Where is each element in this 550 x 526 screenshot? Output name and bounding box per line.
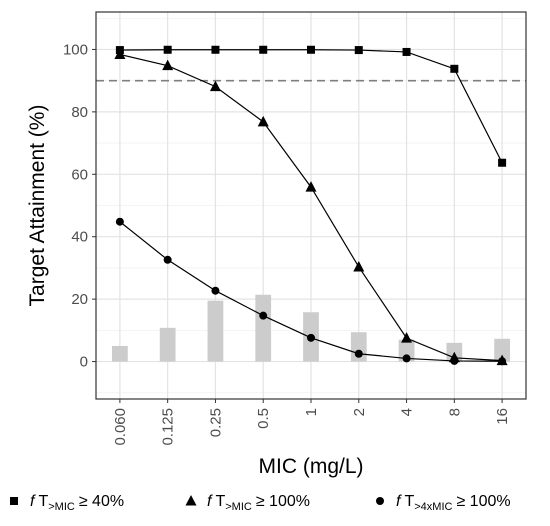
legend-subscript: >MIC xyxy=(48,501,75,513)
square-marker xyxy=(163,45,172,54)
x-tick-label: 0.060 xyxy=(112,408,129,446)
legend-f: f xyxy=(207,493,213,510)
triangle-marker xyxy=(257,115,269,127)
circle-marker xyxy=(211,286,220,295)
y-tick-label: 40 xyxy=(71,229,88,246)
y-tick-label: 60 xyxy=(71,166,88,183)
circle-marker xyxy=(163,255,172,264)
legend-f: f xyxy=(396,493,402,510)
triangle-marker xyxy=(209,80,221,92)
legend-f: f xyxy=(30,493,36,510)
x-tick-label: 1 xyxy=(303,408,320,416)
legend-label: f T>MIC ≥ 40% xyxy=(30,493,124,513)
circle-marker xyxy=(402,354,411,363)
x-tick-label: 0.125 xyxy=(160,408,177,446)
square-marker xyxy=(259,45,268,54)
triangle-marker xyxy=(162,59,174,71)
distribution-bar xyxy=(398,339,415,362)
y-tick-label: 80 xyxy=(71,104,88,121)
x-axis-title: MIC (mg/L) xyxy=(259,455,364,478)
legend-subscript: >4xMIC xyxy=(414,501,452,513)
legend: f T>MIC ≥ 40% f T>MIC ≥ 100% f T>4xMIC ≥ 100% xyxy=(10,493,511,513)
legend-condition: ≥ 100% xyxy=(256,493,310,510)
square-marker xyxy=(402,47,411,56)
circle-marker xyxy=(354,349,363,358)
x-tick-label: 0.5 xyxy=(255,408,272,429)
x-tick-label: 0.25 xyxy=(207,408,224,437)
x-tick-label: 16 xyxy=(494,408,511,425)
square-marker xyxy=(498,158,507,167)
x-tick-label: 8 xyxy=(446,408,463,416)
legend-t: T xyxy=(215,493,225,510)
triangle-marker xyxy=(114,48,126,59)
x-tick-label: 2 xyxy=(351,408,368,416)
legend-t: T xyxy=(404,493,414,510)
square-marker xyxy=(211,45,220,54)
y-tick-label: 0 xyxy=(80,354,88,371)
circle-marker xyxy=(115,217,124,226)
legend-item-square: f T>MIC ≥ 40% xyxy=(10,493,124,513)
legend-subscript: >MIC xyxy=(225,501,252,513)
distribution-bar xyxy=(494,338,510,362)
triangle-marker xyxy=(401,332,413,343)
circle-marker xyxy=(259,311,268,320)
distribution-bar xyxy=(159,327,176,362)
series-layer xyxy=(114,45,508,366)
square-marker xyxy=(450,64,459,73)
triangle-marker xyxy=(353,260,365,272)
legend-condition: ≥ 40% xyxy=(79,493,124,510)
legend-condition: ≥ 100% xyxy=(456,493,510,510)
distribution-bar xyxy=(255,294,272,362)
y-tick-label: 20 xyxy=(71,291,88,308)
distribution-bar xyxy=(207,300,224,362)
circle-marker xyxy=(450,356,459,365)
distribution-bar xyxy=(112,345,128,362)
legend-label: f T>4xMIC ≥ 100% xyxy=(396,493,511,513)
x-tick-label: 4 xyxy=(399,408,416,416)
y-axis-ticks: 0 20 40 60 80 100 xyxy=(63,41,96,371)
square-marker xyxy=(10,497,18,505)
circle-marker xyxy=(307,333,315,342)
legend-item-triangle: f T>MIC ≥ 100% xyxy=(185,493,310,513)
y-tick-label: 100 xyxy=(63,41,88,58)
circle-marker xyxy=(376,497,384,505)
circle-marker xyxy=(498,357,507,366)
legend-label: f T>MIC ≥ 100% xyxy=(207,493,310,513)
square-marker xyxy=(307,45,315,54)
legend-t: T xyxy=(38,493,48,510)
x-axis-ticks: 0.060 0.125 0.25 0.5 1 2 4 8 16 xyxy=(112,399,511,446)
y-axis-title: Target Attainment (%) xyxy=(26,105,49,307)
triangle-marker xyxy=(185,495,197,506)
square-marker xyxy=(354,46,363,55)
triangle-marker xyxy=(305,181,317,192)
legend-item-circle: f T>4xMIC ≥ 100% xyxy=(376,493,511,513)
